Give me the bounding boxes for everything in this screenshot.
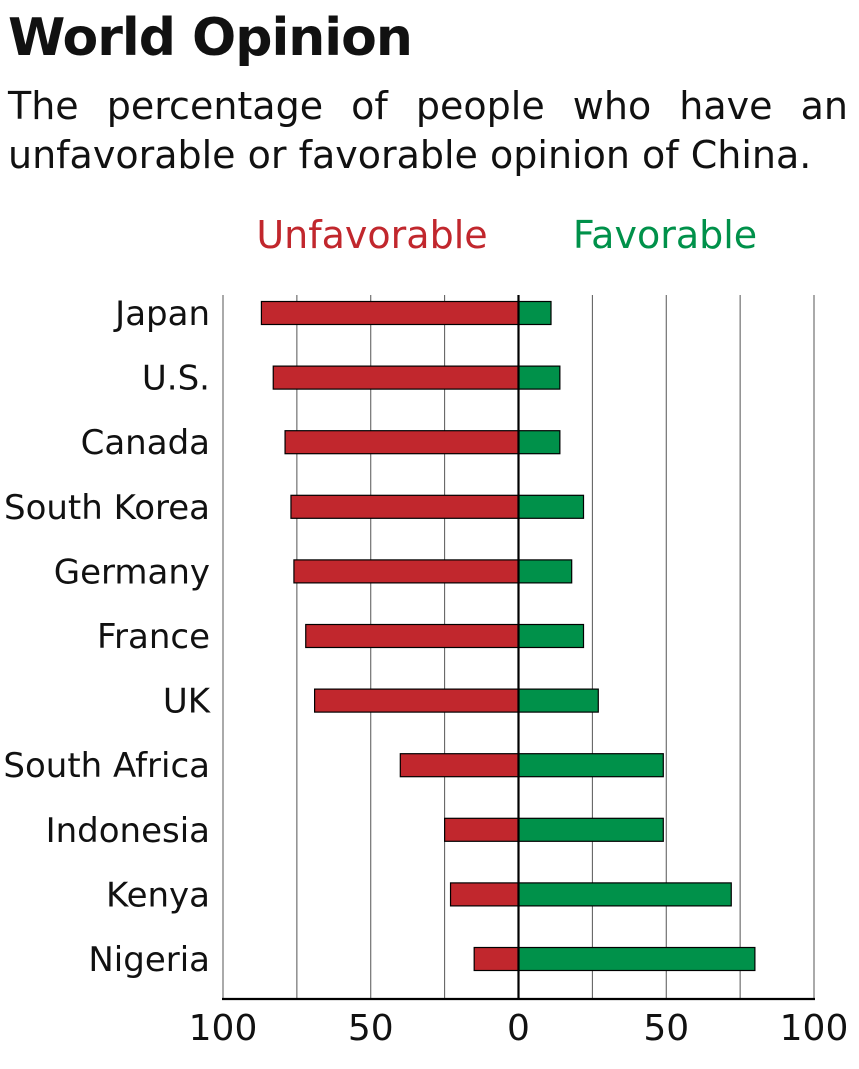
tick-labels: 100 50 0 50 100 xyxy=(189,1008,849,1049)
bar-favorable-germany xyxy=(517,559,573,584)
tick-label: 0 xyxy=(507,1008,530,1049)
bar-favorable-japan xyxy=(517,300,552,326)
bar-unfavorable-south-korea xyxy=(290,494,520,519)
category-label: Japan xyxy=(113,294,210,334)
tick-label: 50 xyxy=(348,1008,394,1049)
bar-unfavorable-kenya xyxy=(449,882,520,907)
bar-favorable-uk xyxy=(517,688,599,713)
bar-favorable-indonesia xyxy=(517,817,664,842)
bar-favorable-south-korea xyxy=(517,494,585,519)
tick-label: 100 xyxy=(189,1008,258,1049)
bar-unfavorable-germany xyxy=(293,559,520,584)
category-label: Nigeria xyxy=(88,940,210,980)
bar-unfavorable-uk xyxy=(314,688,520,713)
chart-title: World Opinion xyxy=(8,8,413,68)
category-labels: Japan U.S. Canada South Korea Germany France U… xyxy=(3,294,211,980)
bar-favorable-kenya xyxy=(517,882,732,907)
legend-unfavorable: Unfavorable xyxy=(256,213,487,257)
category-label: France xyxy=(97,617,210,657)
category-label: South Africa xyxy=(3,746,210,786)
bar-favorable-south-africa xyxy=(517,753,664,778)
legend: Unfavorable Favorable xyxy=(256,213,757,257)
legend-favorable: Favorable xyxy=(573,213,757,257)
bar-favorable-u-s xyxy=(517,365,561,390)
bars xyxy=(260,300,756,972)
tick-label: 50 xyxy=(643,1008,689,1049)
bar-favorable-nigeria xyxy=(517,946,756,972)
bar-unfavorable-japan xyxy=(260,300,520,326)
chart-subtitle: The percentage of people who have an unf… xyxy=(8,84,848,178)
axes xyxy=(222,295,815,1001)
bar-unfavorable-france xyxy=(305,623,520,649)
bar-unfavorable-south-africa xyxy=(399,753,520,778)
category-label: Canada xyxy=(81,423,210,463)
category-label: South Korea xyxy=(4,488,210,528)
bar-favorable-canada xyxy=(517,430,561,455)
bar-unfavorable-u-s xyxy=(272,365,520,390)
bar-unfavorable-indonesia xyxy=(444,817,520,842)
category-label: Kenya xyxy=(106,875,210,915)
bar-unfavorable-nigeria xyxy=(473,946,520,972)
category-label: Germany xyxy=(54,552,210,592)
tick-label: 100 xyxy=(780,1008,849,1049)
category-label: UK xyxy=(163,682,212,722)
category-label: U.S. xyxy=(142,359,210,399)
bar-favorable-france xyxy=(517,623,585,649)
category-label: Indonesia xyxy=(46,811,210,851)
bar-unfavorable-canada xyxy=(284,430,520,455)
